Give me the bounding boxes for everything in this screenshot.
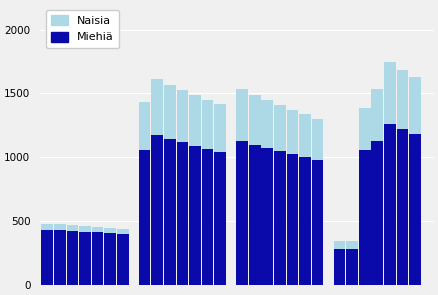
Bar xyxy=(189,146,201,285)
Bar xyxy=(371,141,383,285)
Bar xyxy=(151,79,163,135)
Bar xyxy=(202,100,213,149)
Bar xyxy=(396,130,408,285)
Bar xyxy=(359,150,371,285)
Bar xyxy=(346,249,358,285)
Bar xyxy=(54,230,66,285)
Bar xyxy=(67,225,78,231)
Bar xyxy=(299,114,311,157)
Bar xyxy=(346,241,358,249)
Bar xyxy=(67,231,78,285)
Bar xyxy=(151,135,163,285)
Bar xyxy=(41,224,53,230)
Bar xyxy=(117,235,129,285)
Bar xyxy=(334,241,345,249)
Bar xyxy=(274,151,286,285)
Bar xyxy=(79,232,91,285)
Bar xyxy=(139,150,151,285)
Legend: Naisia, Miehiä: Naisia, Miehiä xyxy=(46,10,119,48)
Bar xyxy=(236,89,248,141)
Bar xyxy=(299,157,311,285)
Bar xyxy=(371,89,383,141)
Bar xyxy=(164,85,176,139)
Bar xyxy=(359,108,371,150)
Bar xyxy=(312,119,324,160)
Bar xyxy=(261,100,273,148)
Bar xyxy=(92,232,103,285)
Bar xyxy=(286,110,298,155)
Bar xyxy=(104,228,116,233)
Bar xyxy=(249,145,261,285)
Bar xyxy=(384,62,396,124)
Bar xyxy=(117,229,129,235)
Bar xyxy=(334,249,345,285)
Bar xyxy=(214,152,226,285)
Bar xyxy=(396,70,408,130)
Bar xyxy=(249,95,261,145)
Bar xyxy=(214,104,226,152)
Bar xyxy=(164,139,176,285)
Bar xyxy=(409,77,421,134)
Bar xyxy=(79,226,91,232)
Bar xyxy=(409,134,421,285)
Bar xyxy=(139,102,151,150)
Bar xyxy=(54,224,66,230)
Bar xyxy=(92,227,103,232)
Bar xyxy=(384,124,396,285)
Bar xyxy=(177,90,188,142)
Bar xyxy=(312,160,324,285)
Bar xyxy=(177,142,188,285)
Bar xyxy=(261,148,273,285)
Bar xyxy=(189,95,201,146)
Bar xyxy=(236,141,248,285)
Bar xyxy=(41,230,53,285)
Bar xyxy=(202,149,213,285)
Bar xyxy=(104,233,116,285)
Bar xyxy=(286,155,298,285)
Bar xyxy=(274,105,286,151)
